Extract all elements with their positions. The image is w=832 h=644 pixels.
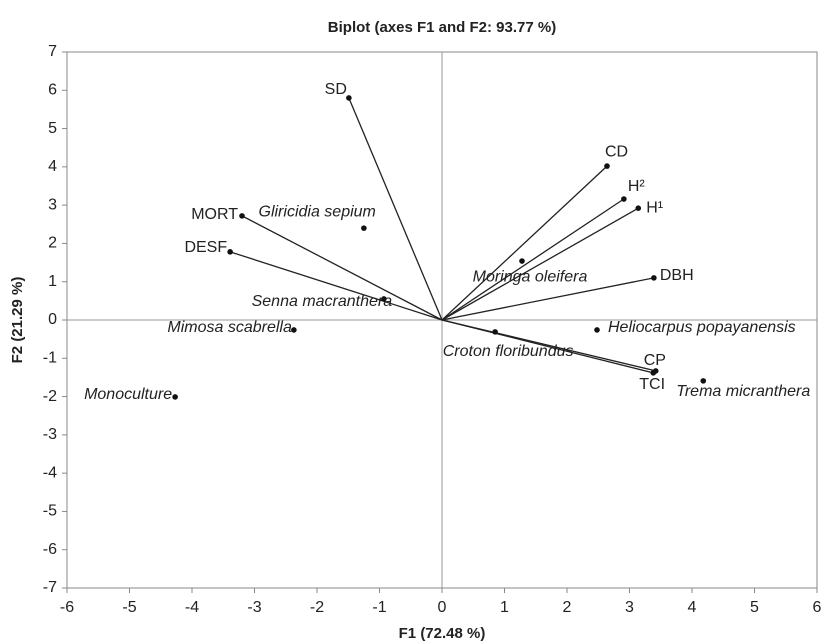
- vector-tip: [651, 275, 657, 281]
- x-tick-label: 3: [625, 599, 634, 616]
- observation-label: Trema micranthera: [676, 383, 810, 400]
- observation-point: [519, 258, 525, 264]
- y-axis-label: F2 (21.29 %): [9, 277, 26, 364]
- observation-point: [381, 296, 387, 302]
- x-tick-label: 1: [500, 599, 509, 616]
- y-tick-label: 4: [48, 158, 57, 175]
- y-tick-label: -1: [43, 350, 57, 367]
- vector-tip: [346, 95, 352, 101]
- variable-label: CP: [644, 352, 666, 369]
- y-tick-label: 6: [48, 82, 57, 99]
- vector: [441, 277, 655, 321]
- variable-label: MORT: [191, 206, 238, 223]
- x-tick-label: 6: [813, 599, 822, 616]
- observation-point: [492, 329, 498, 335]
- x-tick-label: -4: [185, 599, 199, 616]
- variable-label: SD: [325, 81, 347, 98]
- x-tick-label: 2: [563, 599, 572, 616]
- vector-tip: [227, 249, 233, 255]
- x-tick-label: 5: [750, 599, 759, 616]
- y-tick-label: 0: [48, 311, 57, 328]
- x-axis-label: F1 (72.48 %): [399, 625, 486, 642]
- vector: [441, 165, 608, 321]
- y-tick-label: 3: [48, 196, 57, 213]
- vector-tip: [650, 370, 657, 376]
- observation-label: Senna macranthera: [252, 293, 393, 310]
- observation-point: [291, 327, 297, 333]
- variable-label: TCI: [639, 376, 665, 393]
- variable-label: CD: [605, 143, 628, 160]
- observation-point: [700, 378, 707, 384]
- vector-tip: [239, 213, 245, 219]
- y-tick-label: -2: [43, 388, 57, 405]
- vector: [229, 251, 443, 321]
- x-tick-label: -1: [372, 599, 386, 616]
- vector: [241, 215, 443, 321]
- observation-label: Monoculture: [84, 386, 172, 403]
- vector-tip: [621, 196, 627, 202]
- variable-label: DBH: [660, 267, 694, 284]
- variable-label: H¹: [646, 199, 663, 216]
- x-tick-label: -5: [122, 599, 136, 616]
- vector-tip: [635, 205, 642, 212]
- y-tick-label: 2: [48, 235, 57, 252]
- vector: [441, 319, 654, 374]
- x-tick-label: -2: [310, 599, 324, 616]
- variable-label: H²: [628, 178, 646, 195]
- vector: [441, 198, 625, 321]
- vector: [441, 207, 639, 321]
- observation-label: Croton floribundus: [443, 343, 574, 360]
- y-tick-label: 5: [48, 120, 57, 137]
- y-tick-label: -3: [43, 426, 57, 443]
- observation-point: [361, 225, 367, 231]
- variable-label: DESF: [184, 239, 227, 256]
- observation-label: Moringa oleifera: [473, 268, 588, 285]
- chart-title: Biplot (axes F1 and F2: 93.77 %): [328, 19, 556, 36]
- observation-point: [172, 394, 178, 400]
- x-tick-label: 0: [438, 599, 447, 616]
- observation-point: [594, 327, 600, 333]
- y-tick-label: -4: [43, 464, 57, 481]
- observation-label: Gliricidia sepium: [259, 203, 376, 220]
- y-tick-label: -7: [43, 579, 57, 596]
- x-tick-label: 4: [688, 599, 697, 616]
- y-tick-label: -6: [43, 541, 57, 558]
- vector-tip: [604, 163, 610, 169]
- observation-label: Heliocarpus popayanensis: [608, 319, 796, 336]
- x-tick-label: -3: [247, 599, 261, 616]
- vector: [348, 97, 443, 321]
- y-tick-label: 1: [48, 273, 57, 290]
- observation-label: Mimosa scabrella: [167, 319, 292, 336]
- y-tick-label: -5: [43, 503, 57, 520]
- y-tick-label: 7: [48, 43, 57, 60]
- x-tick-label: -6: [60, 599, 74, 616]
